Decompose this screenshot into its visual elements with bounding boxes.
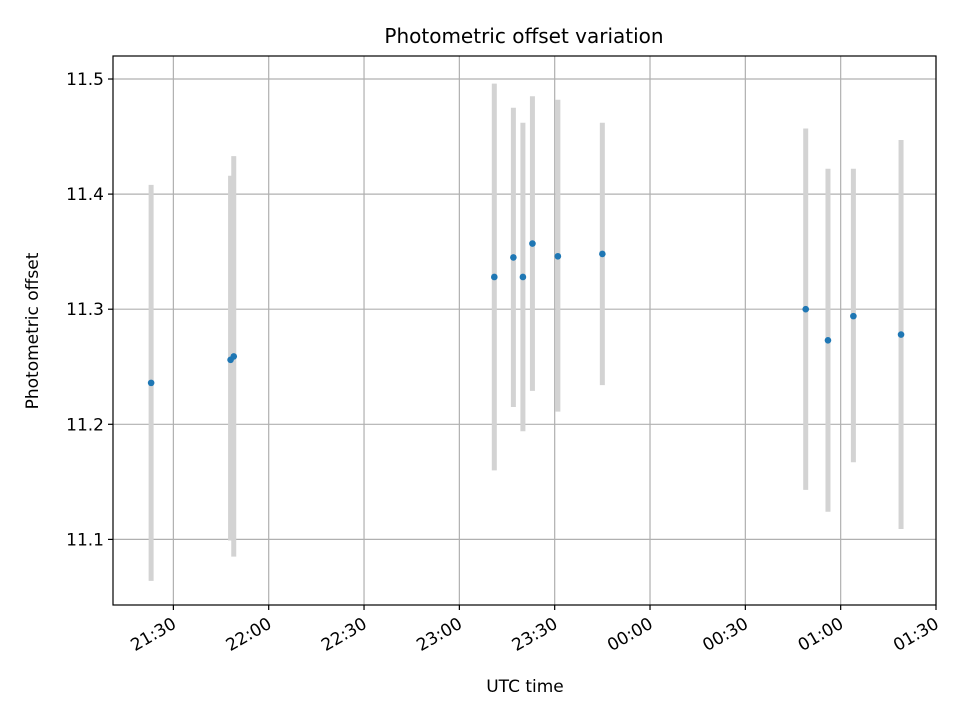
y-tick-label: 11.1 xyxy=(66,530,104,550)
x-tick-label: 00:30 xyxy=(699,614,751,656)
data-points xyxy=(147,240,905,387)
data-point xyxy=(491,273,498,281)
plot-frame xyxy=(112,55,937,606)
x-axis-title: UTC time xyxy=(486,677,564,697)
data-point xyxy=(519,273,527,281)
y-axis-ticks: 11.1 11.2 11.3 11.4 11.5 xyxy=(66,70,113,550)
data-point xyxy=(897,331,905,338)
x-axis-ticks: 21:30 22:00 22:30 23:00 23:30 00:00 00:30 01:00… xyxy=(127,605,943,656)
data-point xyxy=(147,379,155,387)
data-point xyxy=(850,312,857,320)
x-tick-label: 00:00 xyxy=(604,614,656,656)
data-point xyxy=(802,305,810,313)
data-point xyxy=(824,336,832,344)
data-point xyxy=(554,252,562,260)
y-tick-label: 11.5 xyxy=(66,70,104,90)
data-point xyxy=(510,254,517,261)
y-axis-title: Photometric offset xyxy=(23,252,43,409)
y-tick-label: 11.2 xyxy=(66,415,104,435)
y-tick-label: 11.4 xyxy=(66,185,104,205)
x-tick-label: 22:00 xyxy=(223,614,275,656)
x-tick-label: 01:30 xyxy=(890,614,942,656)
x-tick-label: 01:00 xyxy=(795,614,847,656)
x-tick-label: 22:30 xyxy=(318,614,370,656)
data-point xyxy=(599,250,606,258)
x-tick-label: 21:30 xyxy=(127,614,179,656)
x-tick-label: 23:00 xyxy=(413,614,465,656)
data-point xyxy=(230,353,238,360)
data-point xyxy=(529,240,536,247)
x-tick-label: 23:30 xyxy=(509,614,561,656)
error-bars xyxy=(148,83,904,581)
y-tick-label: 11.3 xyxy=(66,300,104,320)
chart-title: Photometric offset variation xyxy=(384,24,663,48)
